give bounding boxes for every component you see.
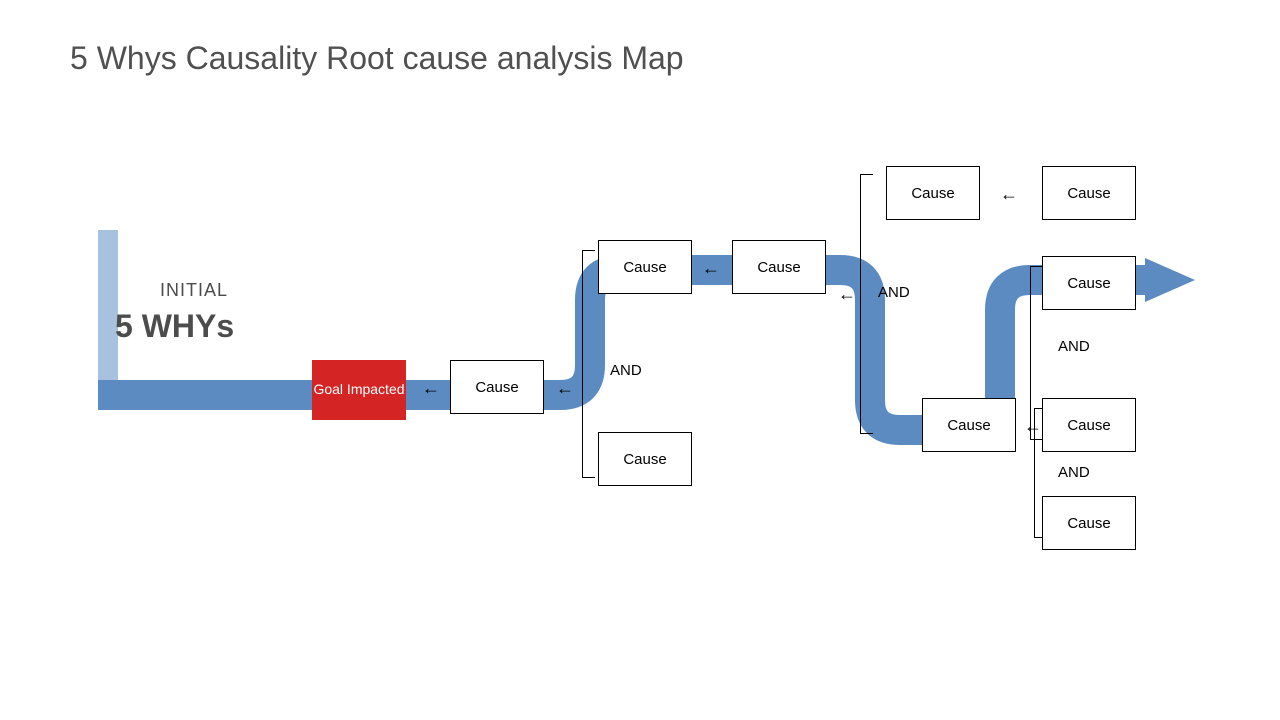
node-label: Cause [757,259,800,276]
node-label: Cause [911,185,954,202]
node-cause-3: Cause [732,240,826,294]
node-cause-1: Cause [450,360,544,414]
bracket-2 [860,174,861,434]
diagram-stage: 5 Whys Causality Root cause analysis Map… [0,0,1280,720]
arrow-icon: ← [1024,416,1042,437]
node-cause-2b: Cause [598,432,692,486]
node-cause-2a: Cause [598,240,692,294]
node-cause-5a: Cause [1042,166,1136,220]
label-5whys: 5 WHYs [115,308,234,345]
arrow-icon: ← [838,284,856,305]
node-cause-4b: Cause [922,398,1016,452]
node-cause-4a: Cause [886,166,980,220]
node-cause-5c: Cause [1042,398,1136,452]
arrow-icon: ← [422,378,440,399]
node-goal-label: Goal Impacted [313,381,404,399]
and-label: AND [878,284,910,301]
node-label: Cause [1067,515,1110,532]
and-label: AND [1058,464,1090,481]
node-label: Cause [475,379,518,396]
node-label: Cause [947,417,990,434]
node-cause-5d: Cause [1042,496,1136,550]
arrow-icon: ← [556,378,574,399]
arrow-icon: ← [1000,184,1018,205]
node-label: Cause [623,259,666,276]
node-goal-impacted: Goal Impacted [312,360,406,420]
node-label: Cause [1067,417,1110,434]
node-label: Cause [1067,185,1110,202]
bracket-3 [1030,266,1031,440]
river-path [0,0,1280,720]
label-initial: INITIAL [160,280,228,301]
and-label: AND [610,362,642,379]
node-label: Cause [1067,275,1110,292]
bracket-1 [582,250,583,478]
arrow-icon: ← [702,258,720,279]
node-cause-5b: Cause [1042,256,1136,310]
and-label: AND [1058,338,1090,355]
page-title: 5 Whys Causality Root cause analysis Map [70,40,684,77]
node-label: Cause [623,451,666,468]
